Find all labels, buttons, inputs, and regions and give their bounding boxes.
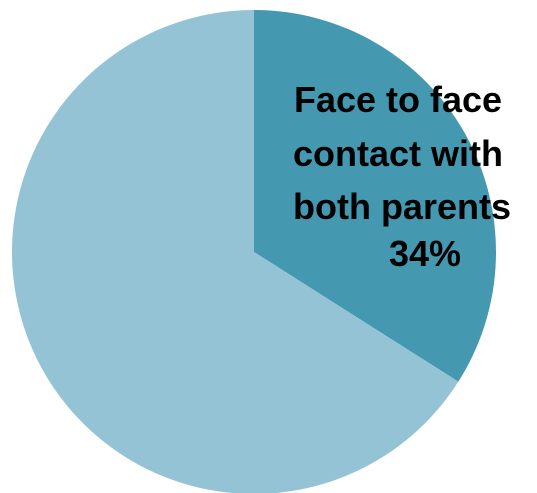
- slice-labels: Face to face contact with both parents 3…: [293, 79, 511, 274]
- slice-label-line-2: contact with: [293, 133, 503, 174]
- slice-label-line-1: Face to face: [294, 79, 502, 120]
- pie-slice-2: [12, 10, 459, 493]
- pie-slice-1: [254, 10, 497, 382]
- pie-slices: [12, 10, 497, 493]
- slice-value-label: 34%: [389, 233, 461, 274]
- slice-label-line-3: both parents: [293, 186, 511, 227]
